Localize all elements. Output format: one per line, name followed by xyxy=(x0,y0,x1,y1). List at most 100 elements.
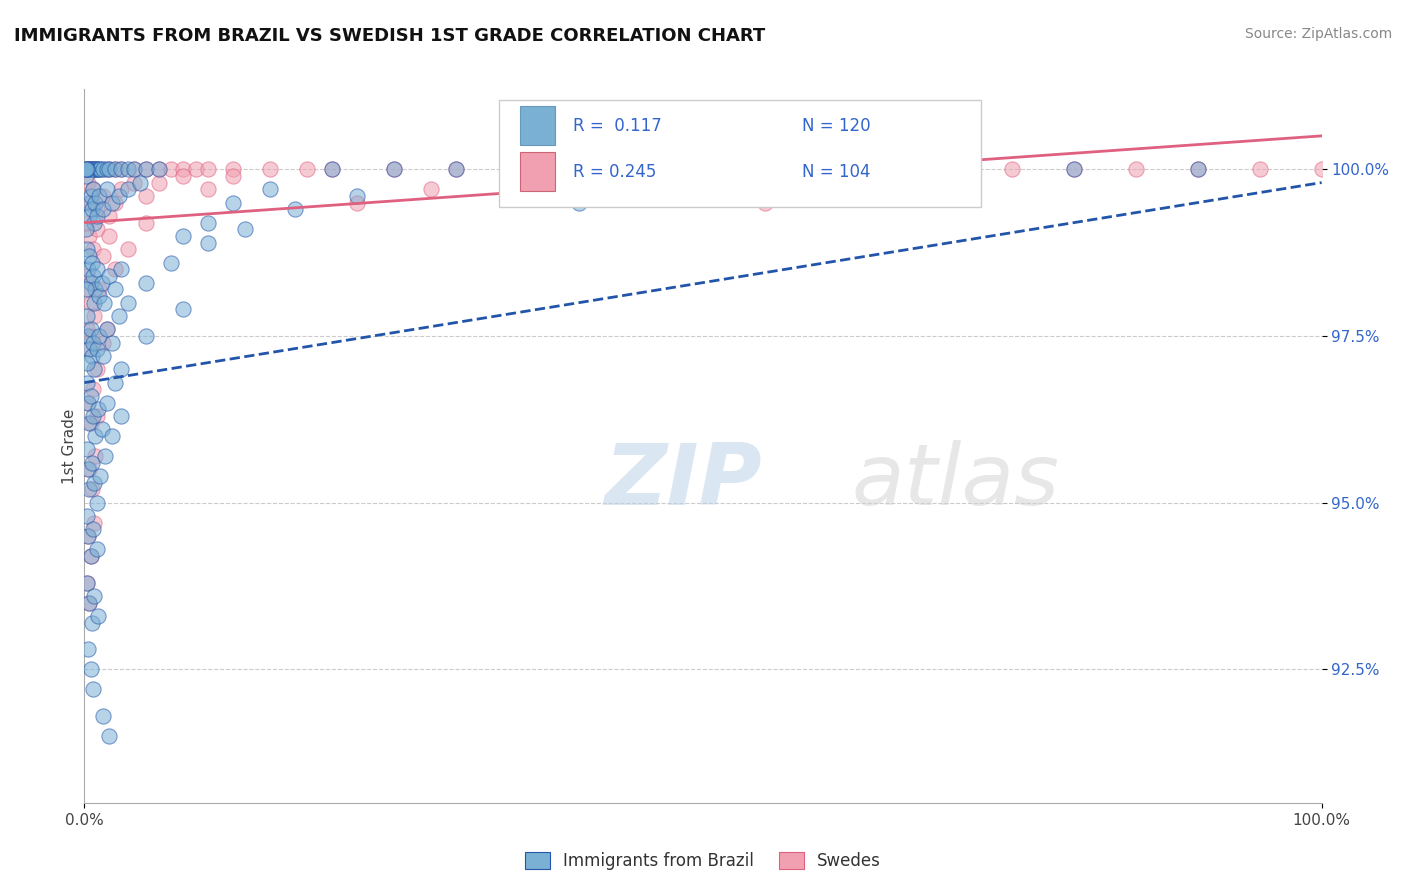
Point xyxy=(83,516,105,530)
Point xyxy=(222,169,245,183)
Point xyxy=(80,483,103,497)
Point xyxy=(76,575,98,590)
Point xyxy=(89,162,111,177)
Point xyxy=(197,162,219,177)
Point xyxy=(184,162,207,177)
Point xyxy=(100,335,122,350)
Point xyxy=(160,162,183,177)
Point xyxy=(82,682,104,697)
Point xyxy=(382,162,405,177)
Point xyxy=(82,162,104,177)
Point xyxy=(117,182,139,196)
Point xyxy=(83,309,105,323)
Point xyxy=(89,189,111,203)
Bar xyxy=(520,106,554,145)
Point xyxy=(90,276,112,290)
Point xyxy=(77,529,100,543)
Point xyxy=(98,162,121,177)
Point xyxy=(79,228,101,243)
Point xyxy=(89,282,111,296)
Point xyxy=(346,195,368,210)
Point xyxy=(444,162,467,177)
Point xyxy=(1125,162,1147,177)
Point xyxy=(90,422,112,436)
Point xyxy=(148,162,170,177)
Point xyxy=(76,509,98,524)
Point xyxy=(96,322,118,336)
Point xyxy=(939,162,962,177)
Point xyxy=(83,162,105,177)
Point xyxy=(104,282,127,296)
Point xyxy=(79,162,101,177)
Point xyxy=(135,216,157,230)
Point xyxy=(76,242,98,256)
Point xyxy=(939,162,962,177)
Point xyxy=(93,295,115,310)
Point xyxy=(104,162,127,177)
Point xyxy=(75,216,97,230)
Point xyxy=(96,395,118,409)
Point xyxy=(75,162,97,177)
Point xyxy=(172,302,194,317)
Point xyxy=(197,182,219,196)
Point xyxy=(382,162,405,177)
Point xyxy=(79,549,101,563)
Point xyxy=(79,389,101,403)
Point xyxy=(79,662,101,676)
Point xyxy=(98,729,121,743)
Point xyxy=(82,162,104,177)
Point xyxy=(82,268,104,283)
Point xyxy=(89,162,111,177)
Point xyxy=(98,228,121,243)
Point xyxy=(79,322,101,336)
Point xyxy=(79,596,101,610)
Point xyxy=(172,169,194,183)
Point xyxy=(77,395,100,409)
Point xyxy=(98,209,121,223)
Point xyxy=(82,382,104,396)
Text: R =  0.117: R = 0.117 xyxy=(574,117,662,135)
Point xyxy=(79,189,101,203)
Point xyxy=(104,376,127,390)
Point xyxy=(222,162,245,177)
Point xyxy=(80,615,103,630)
Point xyxy=(75,282,97,296)
Point xyxy=(129,176,152,190)
Point xyxy=(76,162,98,177)
Point xyxy=(82,522,104,536)
Bar xyxy=(520,153,554,192)
Text: ZIP: ZIP xyxy=(605,440,762,524)
Point xyxy=(79,462,101,476)
Point xyxy=(79,249,101,263)
Text: N = 104: N = 104 xyxy=(801,162,870,181)
Point xyxy=(568,162,591,177)
Point xyxy=(76,575,98,590)
Point xyxy=(148,176,170,190)
Point xyxy=(82,242,104,256)
Point xyxy=(77,529,100,543)
Point xyxy=(86,222,108,236)
Point xyxy=(815,162,838,177)
Point xyxy=(135,329,157,343)
Point xyxy=(79,596,101,610)
Point xyxy=(82,335,104,350)
Point xyxy=(79,416,101,430)
Point xyxy=(104,262,127,277)
Point xyxy=(89,289,111,303)
Point xyxy=(84,195,107,210)
Point xyxy=(86,262,108,277)
Point xyxy=(86,202,108,217)
Point xyxy=(87,402,110,417)
Point xyxy=(86,343,108,357)
Point xyxy=(108,189,131,203)
Point xyxy=(110,182,132,196)
Point xyxy=(80,456,103,470)
Point xyxy=(122,162,145,177)
Point xyxy=(197,235,219,250)
Point xyxy=(568,195,591,210)
Point xyxy=(87,609,110,624)
Point xyxy=(506,162,529,177)
Point xyxy=(91,335,114,350)
Point xyxy=(80,329,103,343)
Point xyxy=(84,162,107,177)
